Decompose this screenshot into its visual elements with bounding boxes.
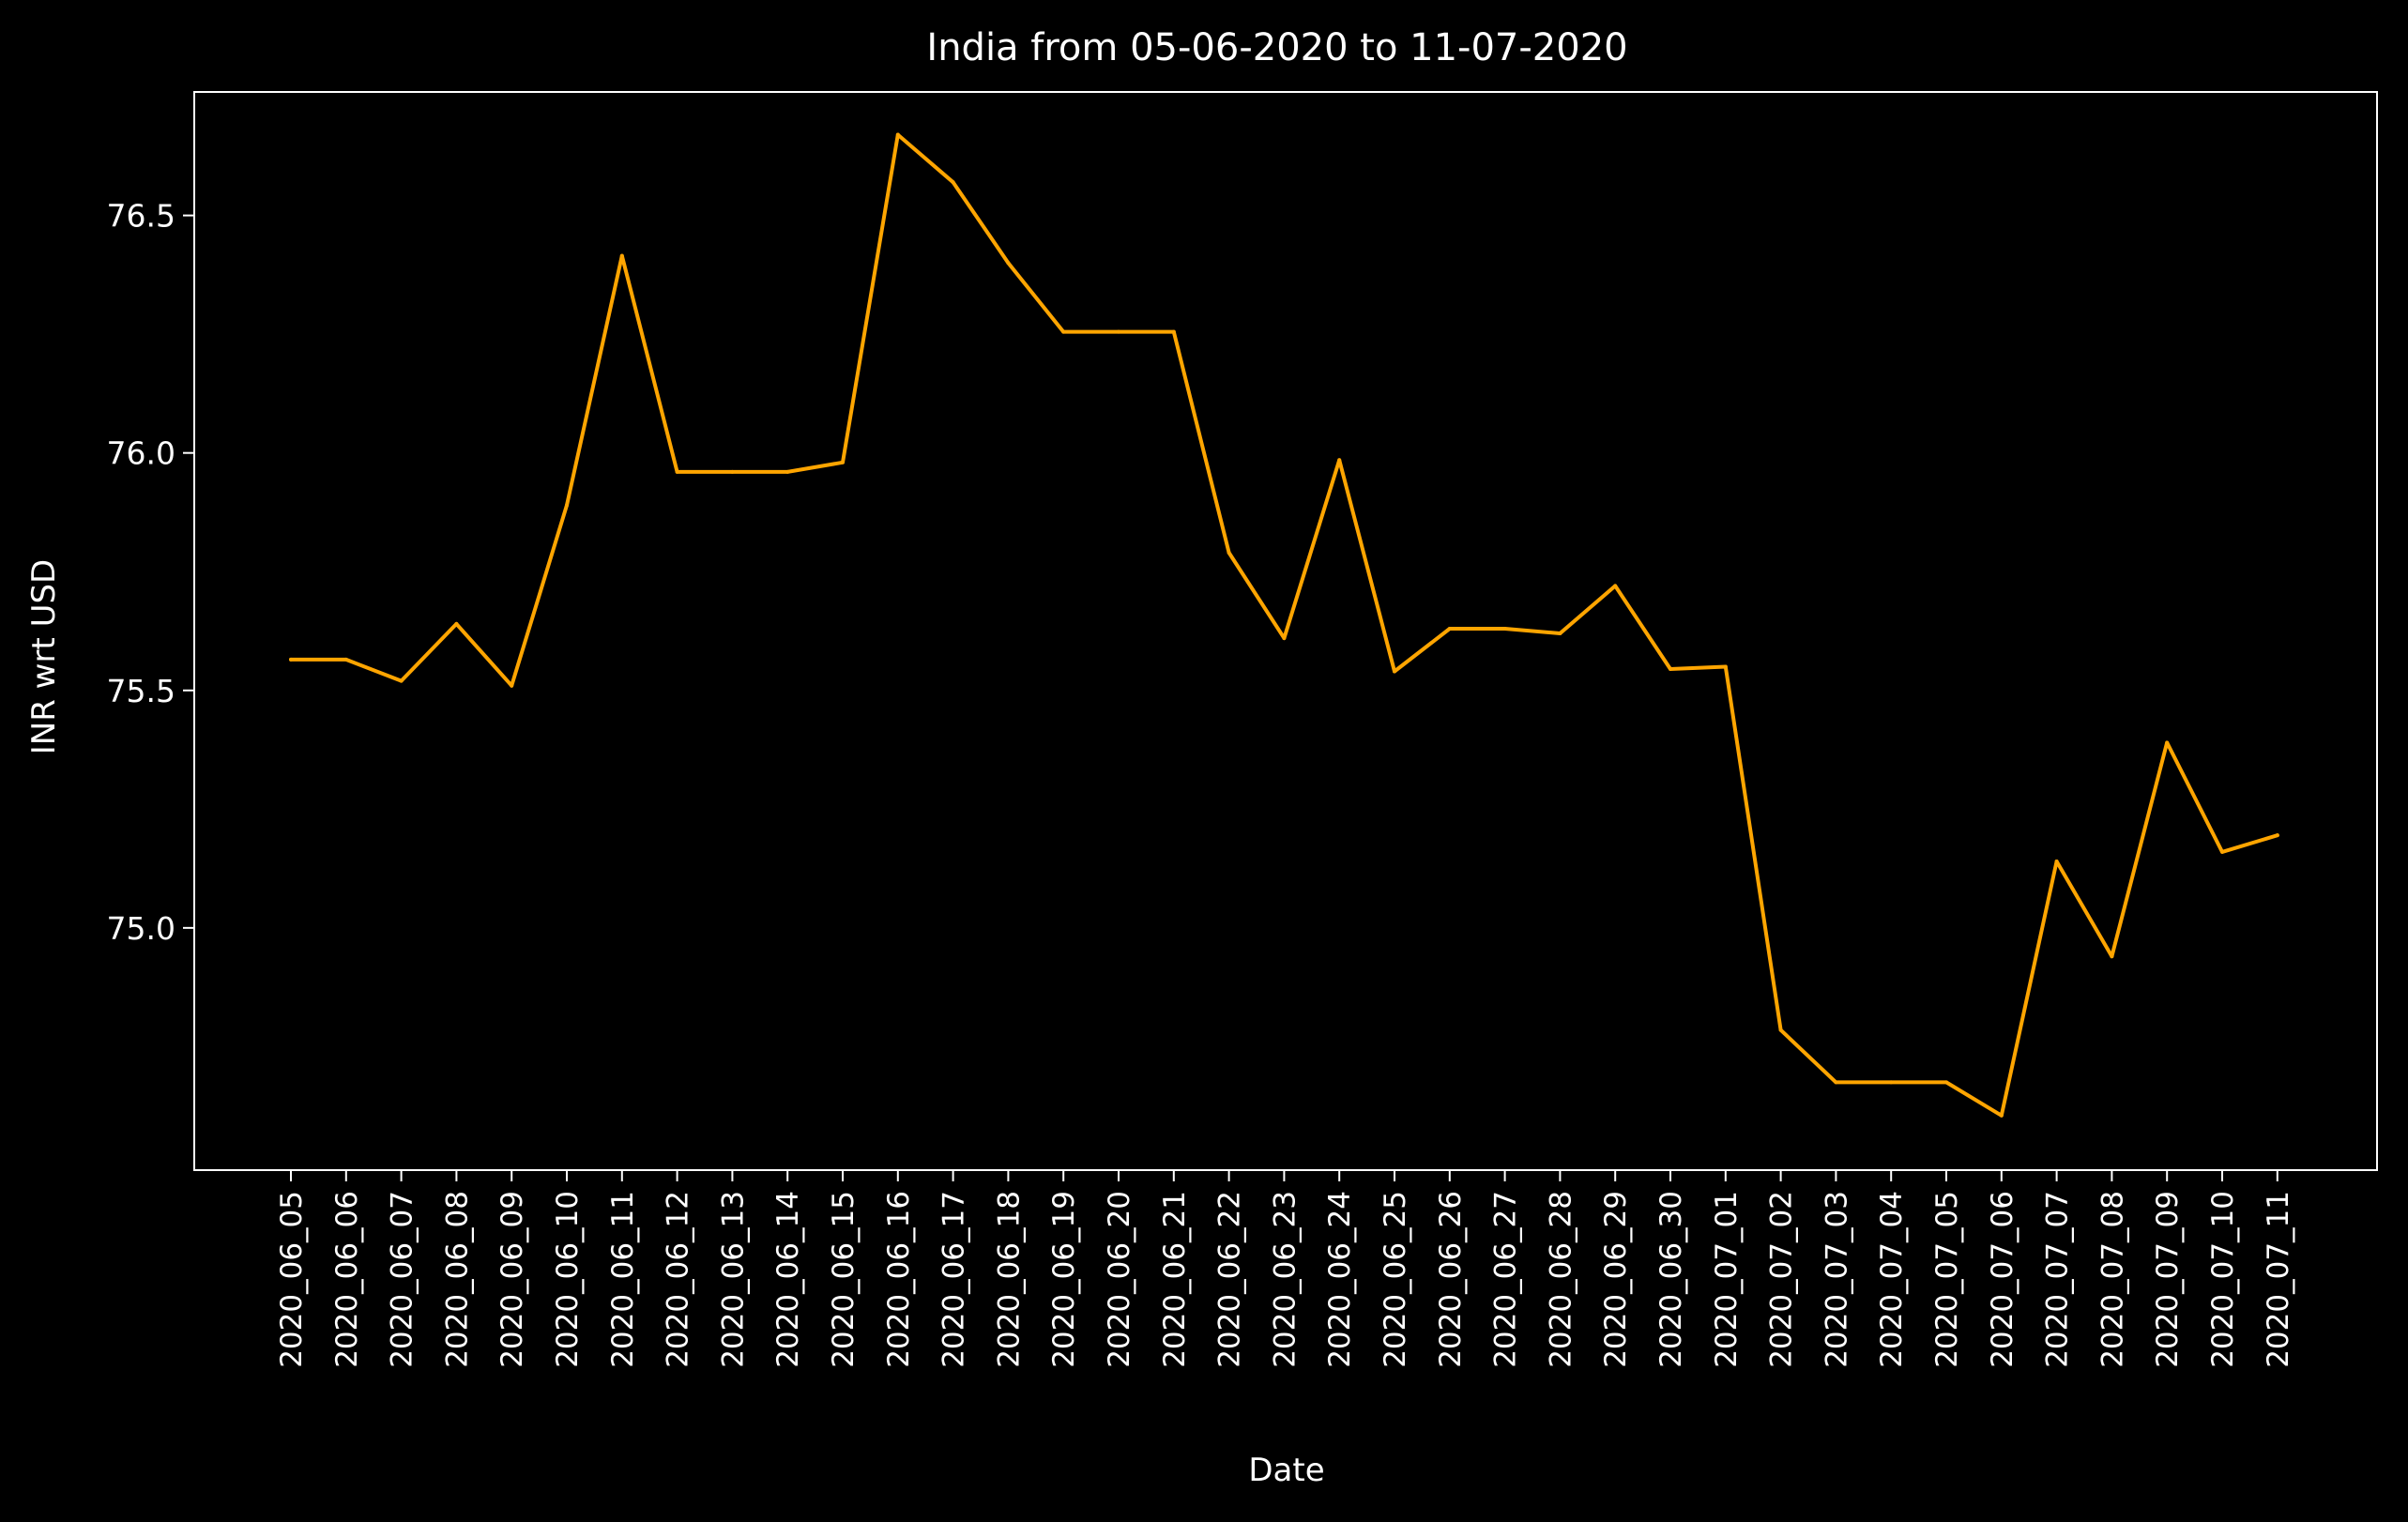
- x-tick-label: 2020_06_19: [1047, 1191, 1081, 1368]
- x-tick-label: 2020_06_22: [1213, 1191, 1247, 1368]
- data-point: [1889, 1080, 1894, 1085]
- data-point: [730, 469, 735, 474]
- y-tick-label: 76.5: [107, 198, 175, 235]
- data-point: [1117, 329, 1120, 334]
- x-tick-label: 2020_06_14: [771, 1191, 805, 1368]
- data-point: [1999, 1113, 2004, 1118]
- data-point: [510, 683, 514, 688]
- x-tick-label: 2020_06_21: [1158, 1191, 1192, 1368]
- data-point: [951, 180, 955, 185]
- x-tick-label: 2020_07_02: [1765, 1191, 1799, 1368]
- x-tick-label: 2020_06_25: [1379, 1191, 1412, 1368]
- x-tick-label: 2020_06_24: [1323, 1191, 1357, 1368]
- x-tick-label: 2020_06_20: [1103, 1191, 1136, 1368]
- data-point: [343, 657, 348, 662]
- x-tick-label: 2020_07_07: [2041, 1191, 2075, 1368]
- x-tick-label: 2020_06_10: [551, 1191, 585, 1368]
- data-point: [1778, 1027, 1783, 1032]
- x-tick-label: 2020_06_07: [386, 1191, 419, 1368]
- x-tick-label: 2020_07_05: [1930, 1191, 1964, 1368]
- x-tick-label: 2020_06_05: [275, 1191, 309, 1368]
- x-tick-label: 2020_06_15: [827, 1191, 861, 1368]
- x-tick-label: 2020_07_01: [1710, 1191, 1744, 1368]
- x-axis-label: Date: [1248, 1452, 1324, 1489]
- x-tick-label: 2020_07_09: [2151, 1191, 2185, 1368]
- x-tick-label: 2020_07_10: [2206, 1191, 2240, 1368]
- chart-title: India from 05-06-2020 to 11-07-2020: [926, 26, 1627, 69]
- data-point: [1393, 669, 1396, 674]
- data-point: [2220, 849, 2224, 854]
- data-point: [1227, 550, 1231, 555]
- data-point: [2275, 833, 2279, 838]
- x-tick-label: 2020_06_23: [1268, 1191, 1302, 1368]
- x-tick-label: 2020_06_26: [1434, 1191, 1468, 1368]
- x-tick-label: 2020_06_27: [1489, 1191, 1523, 1368]
- x-tick-label: 2020_07_11: [2262, 1191, 2295, 1368]
- data-point: [1669, 666, 1672, 671]
- chart-marks: 75.0 75.5 76.0 76.5 2020_06_05 2020_06_06 2020…: [107, 91, 2378, 1368]
- data-point: [895, 132, 900, 137]
- data-point: [785, 469, 790, 474]
- x-tick-label: 2020_07_06: [1986, 1191, 2019, 1368]
- x-tick-label: 2020_06_17: [937, 1191, 971, 1368]
- data-point: [565, 503, 569, 508]
- data-point: [1944, 1080, 1948, 1085]
- data-point: [399, 678, 404, 683]
- y-tick-label: 75.5: [107, 673, 175, 709]
- data-point: [1447, 626, 1452, 631]
- data-point: [454, 621, 459, 626]
- x-tick-label: 2020_06_13: [716, 1191, 750, 1368]
- x-tick-label: 2020_06_12: [662, 1191, 695, 1368]
- x-tick-label: 2020_06_30: [1654, 1191, 1688, 1368]
- data-point: [1061, 329, 1066, 334]
- data-point: [1282, 636, 1287, 641]
- x-tick-label: 2020_06_29: [1599, 1191, 1633, 1368]
- x-tick-label: 2020_06_28: [1544, 1191, 1577, 1368]
- data-point: [289, 657, 293, 662]
- data-point: [1337, 458, 1342, 463]
- y-tick-label: 75.0: [107, 910, 175, 947]
- x-tick-label: 2020_06_16: [882, 1191, 916, 1368]
- y-axis-label: INR wrt USD: [25, 559, 63, 754]
- x-tick-label: 2020_07_03: [1820, 1191, 1853, 1368]
- y-tick-label: 76.0: [107, 435, 175, 472]
- data-point: [841, 460, 845, 464]
- plot-frame: [193, 91, 2378, 1171]
- x-tick-label: 2020_06_18: [992, 1191, 1026, 1368]
- data-point: [1723, 664, 1728, 669]
- data-point: [1834, 1080, 1838, 1085]
- data-point: [2165, 740, 2170, 745]
- x-tick-label: 2020_06_09: [495, 1191, 529, 1368]
- x-tick-label: 2020_07_04: [1875, 1191, 1909, 1368]
- data-point: [1558, 632, 1562, 636]
- data-point: [1613, 584, 1618, 588]
- data-point: [675, 469, 679, 474]
- data-point: [1006, 261, 1011, 266]
- data-point: [1502, 626, 1507, 631]
- x-tick-label: 2020_06_11: [606, 1191, 640, 1368]
- x-tick-label: 2020_06_06: [330, 1191, 364, 1368]
- data-point: [619, 253, 624, 258]
- data-point: [2110, 954, 2114, 959]
- data-point: [2054, 859, 2059, 863]
- x-tick-label: 2020_06_08: [440, 1191, 474, 1368]
- x-tick-label: 2020_07_08: [2096, 1191, 2129, 1368]
- data-point: [1171, 329, 1176, 334]
